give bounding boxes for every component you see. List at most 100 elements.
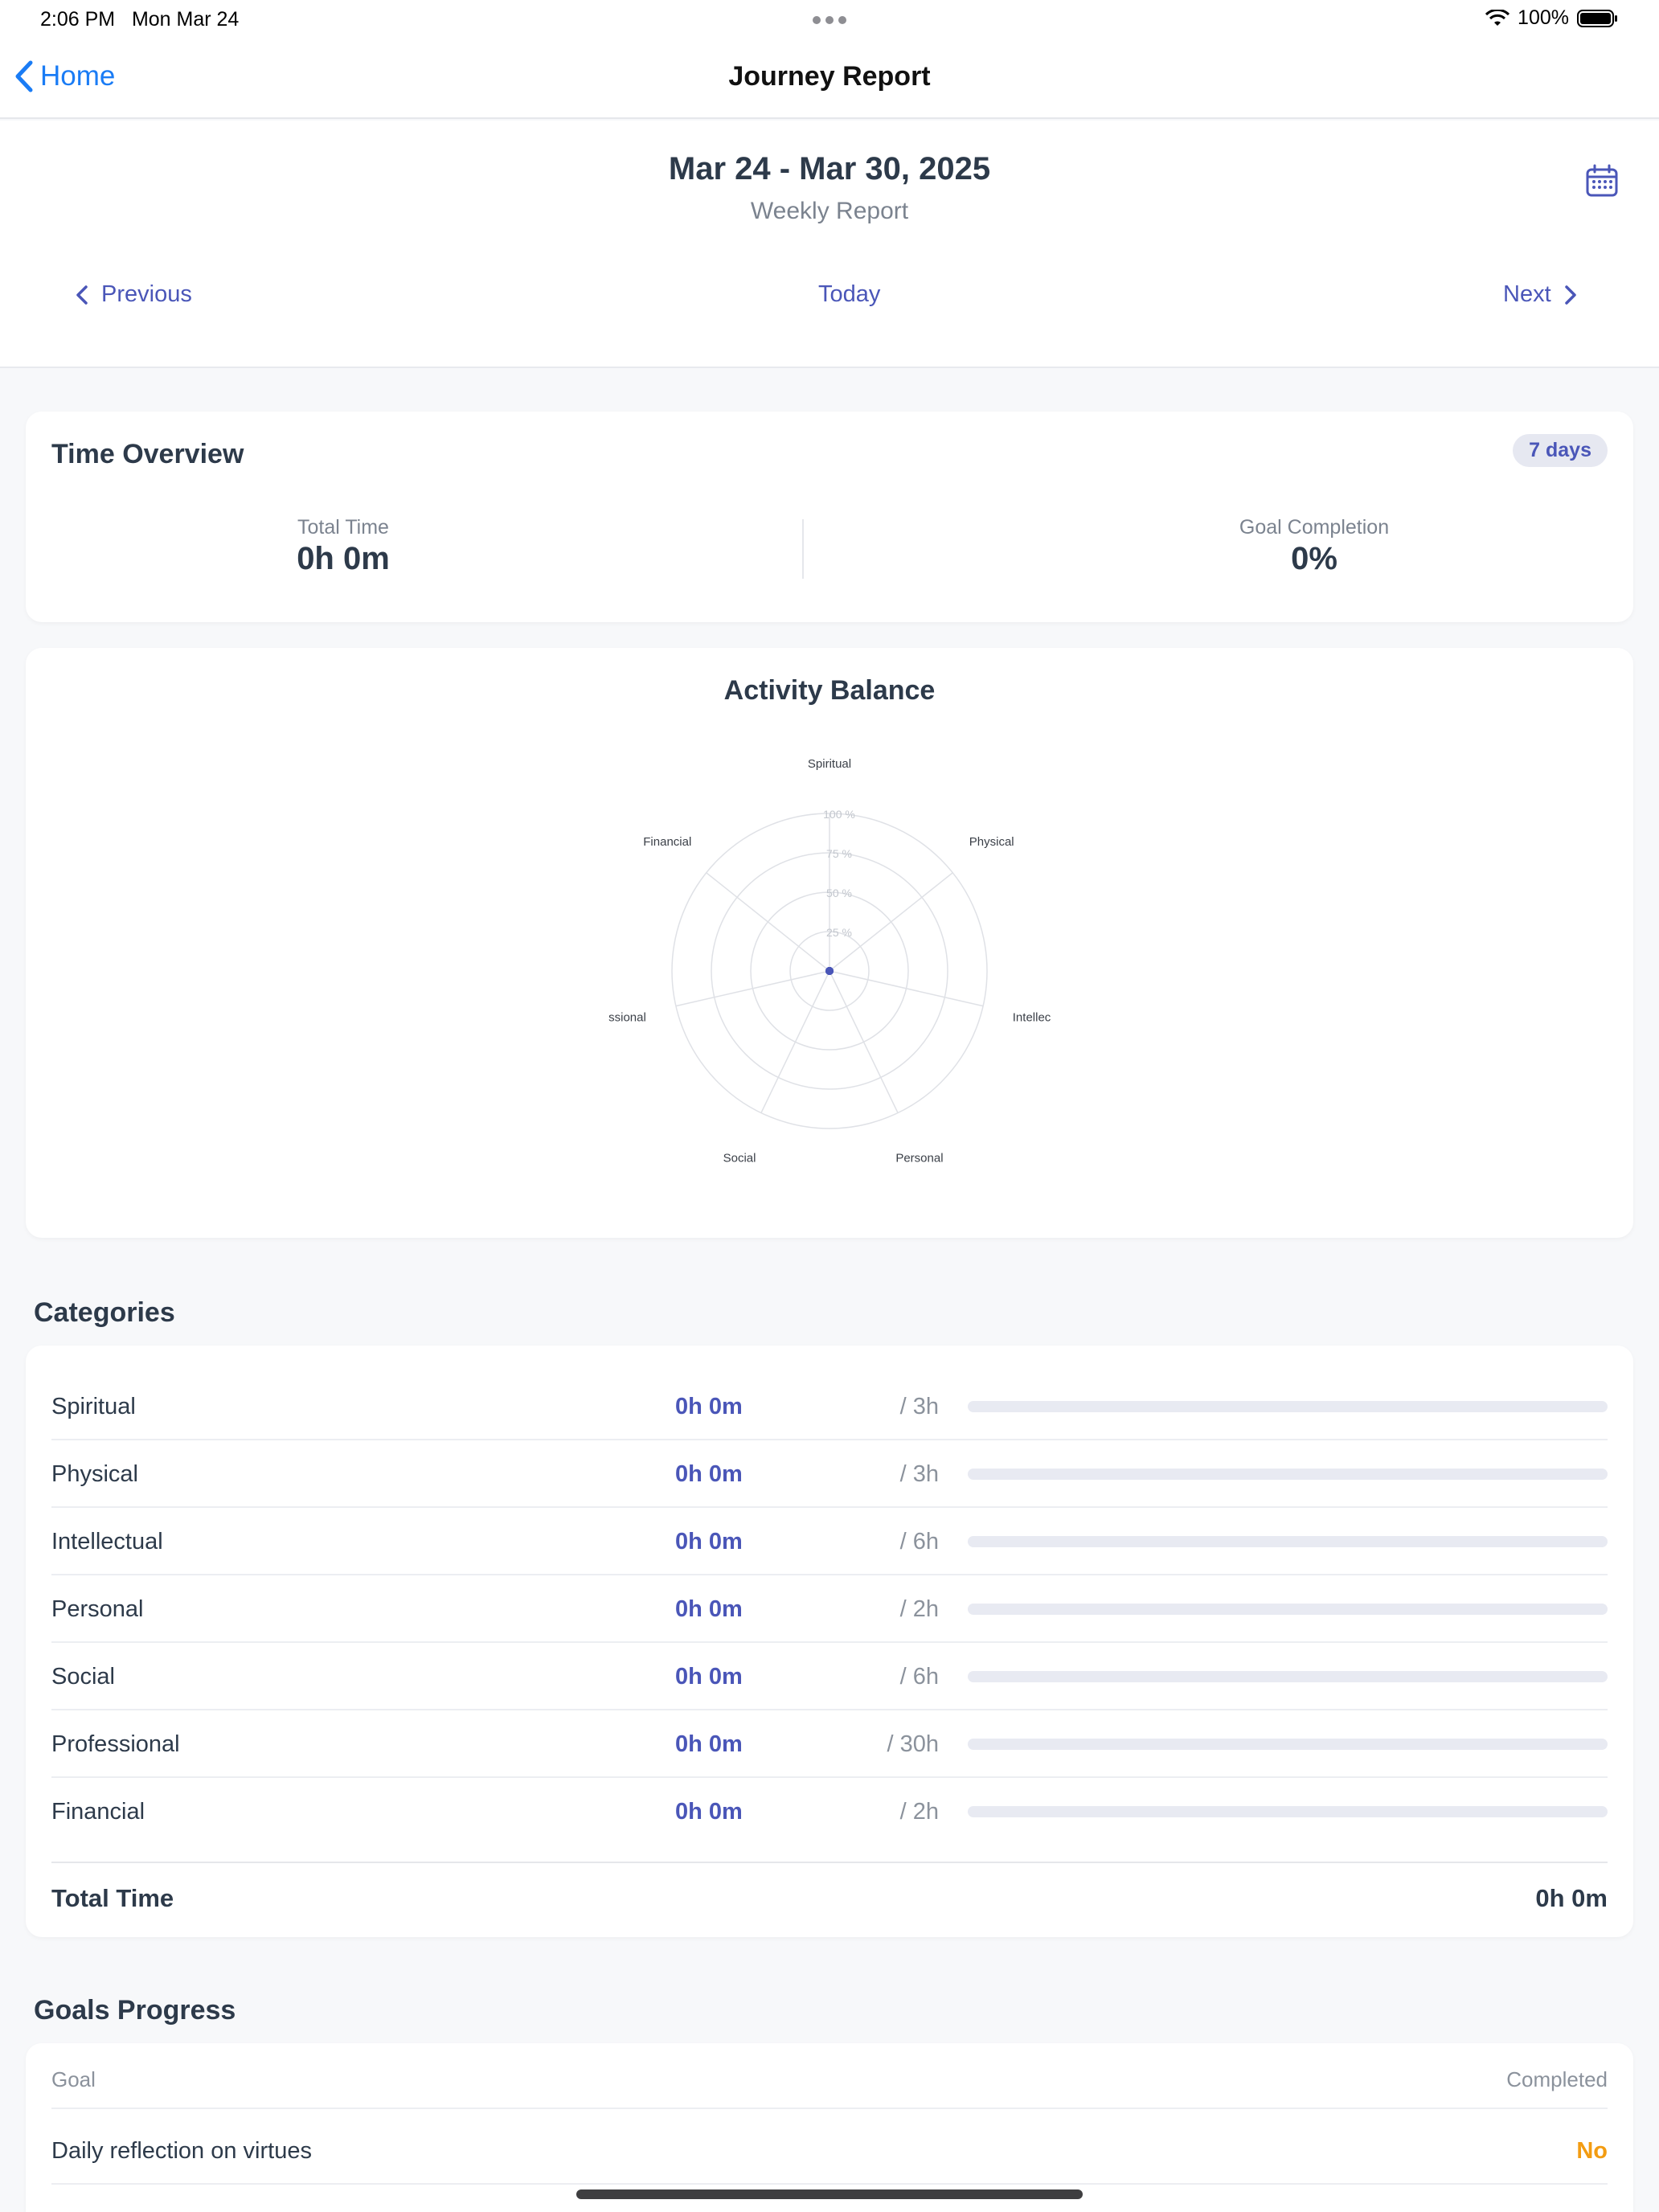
category-progress-bar <box>968 1739 1608 1750</box>
report-type: Weekly Report <box>750 198 909 224</box>
status-right: 100% <box>1485 6 1619 30</box>
category-goal: / 6h <box>899 1529 939 1555</box>
radar-spoke <box>829 970 984 1007</box>
total-time-stat: Total Time 0h 0m <box>102 516 584 577</box>
category-goal: / 2h <box>899 1596 939 1622</box>
date-range: Mar 24 - Mar 30, 2025 <box>668 151 991 186</box>
radar-axis-label: Physical <box>969 835 1014 849</box>
category-progress-bar <box>968 1469 1608 1480</box>
radar-spoke <box>829 872 953 972</box>
days-badge: 7 days <box>1513 434 1608 467</box>
category-progress-bar <box>968 1671 1608 1682</box>
category-row-spiritual[interactable]: Spiritual 0h 0m / 3h <box>51 1373 1608 1440</box>
time-overview-title: Time Overview <box>51 439 244 469</box>
category-goal: / 30h <box>887 1731 940 1757</box>
category-time: 0h 0m <box>675 1461 743 1487</box>
category-name: Professional <box>51 1731 180 1757</box>
goal-completion-label: Goal Completion <box>1239 516 1390 539</box>
goal-status: No <box>1576 2138 1608 2164</box>
category-progress-bar <box>968 1604 1608 1615</box>
goal-completion-stat: Goal Completion 0% <box>1073 516 1555 577</box>
goal-column-header: Goal <box>51 2067 96 2091</box>
category-time: 0h 0m <box>675 1664 743 1690</box>
multitasking-dots-icon[interactable] <box>813 16 846 24</box>
calendar-icon[interactable] <box>1585 164 1619 198</box>
battery-percent: 100% <box>1518 6 1569 29</box>
category-progress-bar <box>968 1401 1608 1412</box>
category-name: Personal <box>51 1596 144 1622</box>
radar-ring-label: 25 % <box>826 926 852 939</box>
total-time-label: Total Time <box>297 516 389 539</box>
category-time: 0h 0m <box>675 1799 743 1825</box>
category-row-financial[interactable]: Financial 0h 0m / 2h <box>51 1778 1608 1845</box>
radar-ring-label: 50 % <box>826 887 852 899</box>
total-time-value: 0h 0m <box>297 541 390 576</box>
radar-spoke <box>675 970 830 1007</box>
total-time-value: 0h 0m <box>1535 1884 1608 1912</box>
category-goal: / 3h <box>899 1394 939 1419</box>
navigation-bar: Home Journey Report <box>0 39 1659 119</box>
battery-icon <box>1577 9 1617 27</box>
radar-ring-label: 75 % <box>826 847 852 860</box>
category-time: 0h 0m <box>675 1731 743 1757</box>
next-label: Next <box>1503 281 1551 307</box>
today-button[interactable]: Today <box>818 281 881 307</box>
category-row-personal[interactable]: Personal 0h 0m / 2h <box>51 1575 1608 1643</box>
category-name: Financial <box>51 1799 145 1825</box>
previous-week-button[interactable]: Previous <box>76 281 192 308</box>
radar-axis-label: ssional <box>608 1010 646 1024</box>
wifi-icon <box>1485 9 1510 26</box>
category-time: 0h 0m <box>675 1529 743 1555</box>
home-indicator[interactable] <box>576 2189 1083 2199</box>
goals-table-header: Goal Completed <box>51 2043 1608 2109</box>
goal-completion-value: 0% <box>1291 541 1337 576</box>
category-name: Social <box>51 1664 115 1690</box>
radar-ring-label: 100 % <box>823 808 855 821</box>
category-time: 0h 0m <box>675 1596 743 1622</box>
goals-progress-card: Goal Completed Daily reflection on virtu… <box>26 2043 1633 2212</box>
category-name: Intellectual <box>51 1529 163 1555</box>
report-header: Mar 24 - Mar 30, 2025 Weekly Report Prev… <box>0 121 1659 368</box>
category-progress-bar <box>968 1536 1608 1547</box>
radar-axis-label: Financial <box>643 835 691 849</box>
status-bar: 2:06 PM Mon Mar 24 100% <box>0 0 1659 39</box>
completed-column-header: Completed <box>1506 2067 1608 2091</box>
category-name: Spiritual <box>51 1394 136 1419</box>
radar-spoke <box>760 970 830 1113</box>
next-week-button[interactable]: Next <box>1503 281 1577 308</box>
categories-total-row: Total Time 0h 0m <box>51 1862 1608 1919</box>
activity-radar-chart: 25 % 50 % 75 % 100 % Spiritual Physical Intell… <box>608 757 1051 1165</box>
category-goal: / 6h <box>899 1664 939 1690</box>
category-row-social[interactable]: Social 0h 0m / 6h <box>51 1643 1608 1710</box>
activity-balance-card: Activity Balance 25 % 50 % 75 % 100 % Spirit… <box>26 648 1633 1238</box>
status-time: 2:06 PM Mon Mar 24 <box>40 8 240 31</box>
page-title: Journey Report <box>728 61 931 92</box>
categories-card: Spiritual 0h 0m / 3h Physical 0h 0m / 3h Intel… <box>26 1346 1633 1937</box>
category-goal: / 2h <box>899 1799 939 1825</box>
radar-point <box>825 967 834 975</box>
chevron-left-icon <box>76 285 88 305</box>
goal-name: Daily reflection on virtues <box>51 2138 312 2164</box>
chevron-right-icon <box>1564 285 1576 305</box>
time-overview-card: Time Overview 7 days Total Time 0h 0m Go… <box>26 412 1633 622</box>
category-time: 0h 0m <box>675 1394 743 1419</box>
previous-label: Previous <box>101 281 192 307</box>
radar-axis-label: Social <box>723 1151 756 1165</box>
category-goal: / 3h <box>899 1461 939 1487</box>
radar-axis-label: Intellec <box>1013 1010 1051 1024</box>
categories-section-title: Categories <box>34 1297 175 1328</box>
back-label: Home <box>40 60 116 92</box>
radar-spoke <box>706 872 830 972</box>
stat-divider <box>802 519 804 579</box>
back-button[interactable]: Home <box>13 59 115 93</box>
radar-axis-label: Personal <box>895 1151 943 1165</box>
goals-section-title: Goals Progress <box>34 1995 236 2026</box>
category-row-physical[interactable]: Physical 0h 0m / 3h <box>51 1440 1608 1508</box>
category-row-professional[interactable]: Professional 0h 0m / 30h <box>51 1710 1608 1778</box>
category-name: Physical <box>51 1461 138 1487</box>
category-row-intellectual[interactable]: Intellectual 0h 0m / 6h <box>51 1508 1608 1575</box>
total-time-label: Total Time <box>51 1884 174 1912</box>
radar-axis-label: Spiritual <box>808 757 851 771</box>
goal-row[interactable]: Daily reflection on virtues No <box>51 2111 1608 2185</box>
chevron-left-icon <box>15 60 33 92</box>
